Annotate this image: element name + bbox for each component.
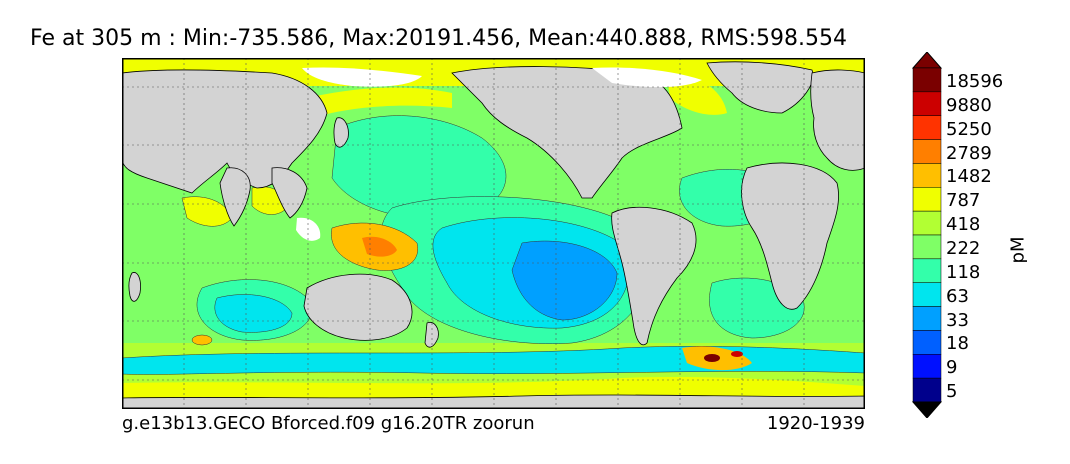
- colorbar-segment: [912, 330, 942, 355]
- japan-land: [333, 117, 349, 148]
- colorbar-tick-label: 787: [946, 190, 981, 212]
- greenland-land: [706, 61, 814, 114]
- colorbar-segment: [912, 258, 942, 283]
- north-pacific-gyre: [331, 115, 507, 220]
- antarctica-land: [122, 394, 865, 409]
- map-panel: [122, 58, 865, 409]
- colorbar-segment: [912, 354, 942, 379]
- labrador-high: [667, 77, 727, 115]
- south-pacific-minimum: [511, 240, 618, 321]
- ocean-iron-map: [122, 58, 865, 409]
- colorbar-tick-label: 63: [946, 285, 969, 307]
- colorbar-tick-label: 2789: [946, 142, 992, 164]
- colorbar-tick-label: 18: [946, 333, 969, 355]
- colorbar-segment: [912, 210, 942, 236]
- colorbar-tick-label: 1482: [946, 166, 992, 188]
- colorbar-tick-label: 9880: [946, 94, 992, 116]
- southeast-asia-land: [271, 167, 308, 219]
- arctic-ice-east: [592, 67, 702, 88]
- map-border: [122, 58, 865, 409]
- colorbar-tick-label: 18596: [946, 70, 1004, 92]
- madagascar-land: [128, 272, 141, 302]
- kerguelen-hotspot: [191, 334, 213, 346]
- colorbar-extend-min: [911, 401, 943, 418]
- africa-land: [741, 162, 839, 310]
- sandwich-hotspot: [731, 351, 743, 357]
- period-caption: 1920-1939: [766, 413, 865, 434]
- indian-ocean-core: [214, 294, 293, 333]
- arctic-ice-west: [302, 67, 422, 87]
- colorbar-segment: [912, 234, 942, 260]
- colorbar-segment: [912, 163, 942, 188]
- colorbar-labels: 18596 9880 5250 2789 1482 787 418 222 118 63 33 18 9…: [946, 52, 1016, 418]
- colorbar-tick-label: 9: [946, 357, 958, 379]
- maritime-hotspot: [362, 236, 397, 257]
- south-georgia-hotspot: [704, 354, 720, 362]
- colorbar-segment: [912, 282, 942, 307]
- colorbar: [911, 52, 943, 418]
- colorbar-segment: [912, 377, 942, 403]
- graticule: [122, 58, 865, 409]
- colorbar-tick-label: 222: [946, 237, 981, 259]
- run-name-caption: g.e13b13.GECO Bforced.f09 g16.20TR zooru…: [122, 413, 535, 434]
- colorbar-segment: [912, 139, 942, 164]
- colorbar-tick-label: 418: [946, 214, 981, 236]
- colorbar-tick-label: 33: [946, 309, 969, 331]
- australia-land: [303, 273, 413, 341]
- colorbar-segment: [912, 187, 942, 212]
- asia-land-west: [122, 69, 328, 194]
- new-zealand-land: [424, 321, 439, 348]
- colorbar-segment: [912, 115, 942, 140]
- north-pacific-margin: [307, 87, 452, 118]
- colorbar-tick-label: 118: [946, 261, 981, 283]
- colorbar-segment: [912, 306, 942, 331]
- colorbar-extend-max: [911, 52, 943, 69]
- india-land: [219, 167, 251, 227]
- colorbar-tick-label: 5250: [946, 118, 992, 140]
- map-title: Fe at 305 m : Min:-735.586, Max:20191.45…: [30, 26, 848, 51]
- europe-asia-land-east: [810, 69, 865, 171]
- colorbar-units-label: pM: [1007, 236, 1029, 264]
- colorbar-segment: [912, 91, 942, 116]
- colorbar-segment: [912, 67, 942, 93]
- colorbar-tick-label: 5: [946, 381, 958, 403]
